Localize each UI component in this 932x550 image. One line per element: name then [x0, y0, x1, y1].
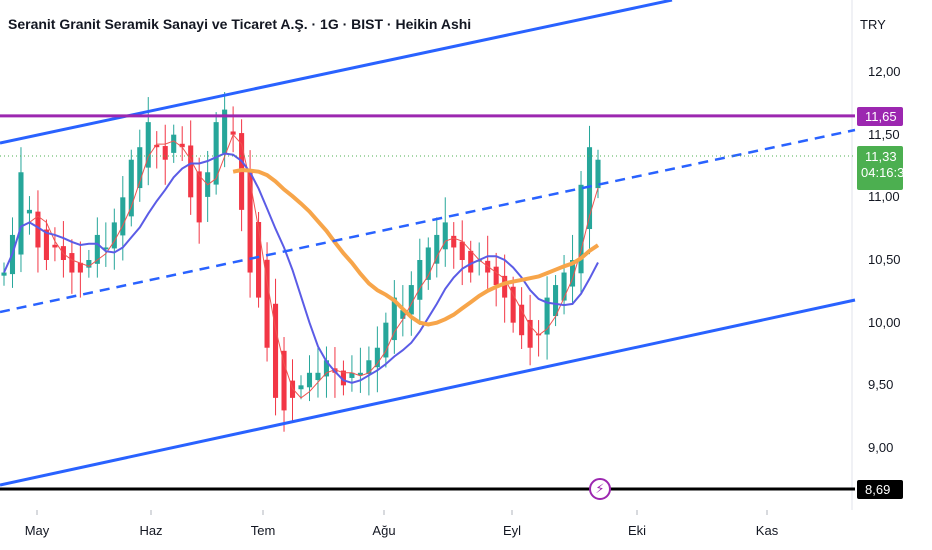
y-tick-label: 10,00	[868, 314, 901, 330]
candle-body	[103, 247, 109, 250]
candle-body	[595, 159, 601, 189]
candle-body	[222, 109, 228, 154]
candle-body	[137, 147, 143, 189]
candle-body	[366, 360, 372, 375]
candle-body	[493, 266, 499, 286]
candle-body	[306, 372, 313, 388]
x-tick-label: Tem	[250, 523, 276, 538]
currency-label[interactable]: TRY	[860, 17, 886, 32]
candle-body	[459, 241, 465, 260]
candle-body	[188, 145, 194, 198]
candle-body	[52, 244, 58, 248]
candle-body	[510, 286, 516, 323]
x-tick-label: Ağu	[372, 523, 396, 538]
ma-medium-line	[3, 152, 599, 384]
candle-body	[35, 211, 41, 248]
x-tick-label: Eki	[627, 523, 647, 538]
candle-body	[323, 360, 330, 377]
candle-body	[544, 297, 550, 335]
lower-channel-line	[0, 298, 856, 487]
candle-body	[247, 171, 253, 273]
y-tick-label: 9,50	[868, 377, 894, 393]
candle-body	[162, 146, 168, 160]
candle-body	[94, 234, 100, 264]
candle-body	[561, 272, 567, 301]
x-tick-label: Haz	[139, 523, 163, 538]
chart-title: Seranit Granit Seramik Sanayi ve Ticaret…	[8, 16, 472, 32]
candle-body	[128, 159, 134, 217]
candle-body	[86, 260, 92, 268]
x-tick-label: Eyl	[502, 523, 522, 538]
candle-body	[425, 247, 431, 280]
ma-fast-line	[3, 133, 599, 399]
candle-body	[383, 322, 389, 358]
candle-body	[264, 259, 270, 348]
candle-body	[408, 285, 414, 315]
y-tick-label: 11,50	[868, 126, 900, 142]
candle-body	[196, 171, 202, 223]
candle-body	[77, 262, 83, 273]
countdown-value: 04:16:38	[861, 165, 912, 180]
candle-body	[26, 209, 33, 214]
candle-body	[315, 372, 321, 381]
candle-body	[179, 143, 185, 148]
candle-body	[391, 297, 397, 341]
candle-body	[230, 131, 236, 135]
median-dashed-line	[0, 128, 856, 314]
candle-body	[553, 285, 559, 317]
candle-body	[527, 319, 533, 348]
candle-body	[18, 172, 24, 255]
candle-body	[586, 147, 593, 230]
candle-body	[519, 304, 525, 336]
x-tick-label: Kas	[755, 523, 779, 538]
candle-body	[171, 134, 177, 153]
candle-body	[417, 260, 423, 300]
last-price-value: 11,33	[865, 149, 897, 164]
candle-body	[43, 229, 49, 260]
candle-body	[1, 272, 7, 276]
candle-body	[272, 303, 279, 398]
candle-body	[434, 234, 440, 264]
y-tick-label: 10,50	[868, 252, 901, 267]
last-price-tag: 11,33 04:16:38	[857, 146, 912, 190]
candle-body	[340, 370, 346, 386]
candle-body	[145, 122, 151, 168]
candle-body	[69, 253, 75, 273]
candle-body	[120, 197, 126, 236]
support-price-tag: 8,69	[857, 480, 903, 499]
candle-body	[154, 144, 160, 148]
candle-body	[374, 347, 380, 368]
candle-body	[213, 122, 219, 185]
candle-body	[298, 385, 304, 390]
lightning-event-icon[interactable]: ⚡	[589, 478, 611, 500]
y-tick-label: 11,00	[868, 189, 900, 205]
candle-body	[111, 222, 117, 249]
candle-body	[357, 372, 363, 376]
upper-channel-line	[0, 0, 673, 145]
ma-slow-line	[232, 167, 600, 327]
candle-body	[400, 310, 406, 319]
candle-body	[468, 250, 474, 273]
candle-body	[569, 260, 576, 287]
level-price-tag: 11,65	[857, 107, 903, 126]
x-tick-label: May	[24, 523, 50, 538]
candle-body	[578, 184, 584, 274]
candle-body	[451, 235, 457, 248]
candle-body	[442, 222, 448, 250]
candle-body	[281, 350, 287, 411]
candle-body	[502, 275, 508, 298]
candle-body	[256, 222, 262, 298]
y-tick-label: 12,00	[868, 64, 901, 79]
y-tick-label: 9,00	[868, 440, 894, 455]
candle-body	[349, 372, 355, 378]
